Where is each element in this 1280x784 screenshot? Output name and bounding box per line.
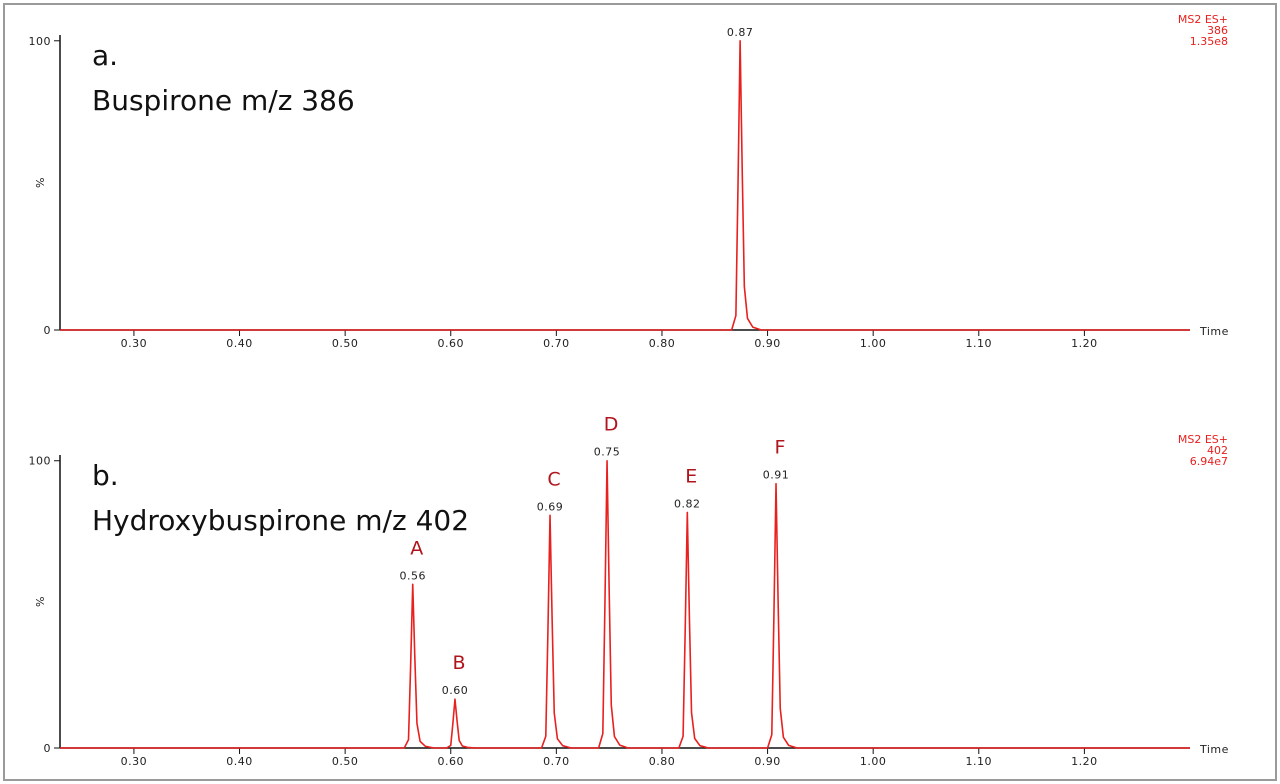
y-tick-label: 100 — [29, 455, 52, 468]
panel-label: b. — [92, 459, 119, 492]
info-text: 1.35e8 — [1190, 35, 1228, 48]
panel-title: Buspirone m/z 386 — [92, 84, 355, 117]
x-tick-label: 0.60 — [437, 755, 464, 768]
x-tick-label: 0.40 — [226, 755, 253, 768]
x-tick-label: 0.30 — [121, 337, 148, 350]
peak-label: 0.87 — [727, 26, 754, 39]
y-tick-label: 100 — [29, 35, 52, 48]
x-tick-label: 0.70 — [543, 755, 570, 768]
chromatogram-line — [60, 39, 1190, 331]
panel-title: Hydroxybuspirone m/z 402 — [92, 504, 469, 537]
y-tick-label: 0 — [44, 324, 52, 337]
info-text: MS2 ES+ — [1178, 13, 1228, 26]
x-tick-label: 0.80 — [649, 337, 676, 350]
peak-name: C — [547, 468, 560, 490]
y-axis-label: % — [34, 177, 47, 188]
x-tick-label: 1.20 — [1071, 755, 1098, 768]
frame — [3, 3, 1277, 781]
x-axis-label: Time — [1199, 325, 1229, 338]
x-tick-label: 0.90 — [754, 337, 781, 350]
x-tick-label: 0.50 — [332, 337, 359, 350]
x-tick-label: 1.00 — [860, 337, 887, 350]
peak-label: 0.60 — [442, 684, 469, 697]
info-text: 6.94e7 — [1190, 455, 1228, 468]
panel-label: a. — [92, 39, 118, 72]
x-tick-label: 0.60 — [437, 337, 464, 350]
peak-name: E — [685, 465, 697, 487]
x-axis-label: Time — [1199, 743, 1229, 756]
x-tick-label: 0.90 — [754, 755, 781, 768]
peak-name: A — [410, 537, 423, 559]
peak-label: 0.91 — [763, 469, 790, 482]
info-text: MS2 ES+ — [1178, 433, 1228, 446]
info-text: 386 — [1207, 24, 1228, 37]
x-tick-label: 1.20 — [1071, 337, 1098, 350]
peak-name: D — [604, 414, 619, 436]
x-tick-label: 1.00 — [860, 755, 887, 768]
x-tick-label: 0.40 — [226, 337, 253, 350]
info-text: 402 — [1207, 444, 1228, 457]
x-tick-label: 0.70 — [543, 337, 570, 350]
y-tick-label: 0 — [44, 742, 52, 755]
x-tick-label: 0.80 — [649, 755, 676, 768]
y-axis-label: % — [34, 596, 47, 607]
peak-label: 0.75 — [594, 446, 621, 459]
peak-label: 0.56 — [399, 569, 426, 582]
peak-name: B — [452, 652, 465, 674]
peak-label: 0.69 — [537, 500, 564, 513]
x-tick-label: 1.10 — [966, 755, 993, 768]
x-tick-label: 0.50 — [332, 755, 359, 768]
peak-name: F — [775, 437, 786, 459]
chromatogram-line — [60, 459, 1190, 749]
x-tick-label: 0.30 — [121, 755, 148, 768]
peak-label: 0.82 — [674, 497, 701, 510]
x-tick-label: 1.10 — [966, 337, 993, 350]
